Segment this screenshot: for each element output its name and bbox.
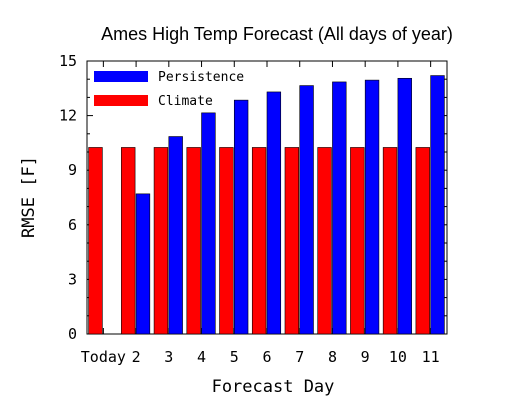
- bar-persistence: [233, 99, 249, 335]
- x-tick-label: 4: [197, 348, 206, 366]
- legend-label-climate: Climate: [158, 94, 213, 109]
- bar-persistence: [397, 77, 412, 335]
- y-tick-label: 9: [68, 161, 77, 179]
- x-tick-label: 2: [132, 348, 141, 366]
- legend: Persistence Climate: [94, 70, 244, 109]
- y-tick-label: 3: [68, 270, 77, 288]
- x-axis-label: Forecast Day: [212, 377, 335, 397]
- legend-swatch-persistence: [94, 71, 148, 82]
- x-tick-label: 8: [328, 348, 337, 366]
- bar-persistence: [201, 112, 216, 335]
- y-tick-label: 15: [59, 52, 77, 70]
- bar-persistence: [364, 79, 380, 335]
- bar-series: [88, 75, 445, 335]
- bar-persistence: [266, 91, 282, 335]
- bar-climate: [284, 147, 300, 335]
- bar-persistence: [430, 75, 445, 335]
- x-tick-label: 11: [422, 348, 440, 366]
- y-axis-label: RMSE [F]: [19, 156, 39, 238]
- chart-title: Ames High Temp Forecast (All days of yea…: [101, 24, 453, 44]
- y-tick-label: 0: [68, 325, 77, 343]
- bar-climate: [317, 147, 332, 335]
- bar-climate: [219, 147, 234, 335]
- x-tick-label: 3: [164, 348, 173, 366]
- x-tick-label: 7: [295, 348, 304, 366]
- x-tick-label: 10: [389, 348, 407, 366]
- bar-persistence: [135, 193, 151, 335]
- bar-persistence: [168, 136, 183, 335]
- y-tick-label: 6: [68, 216, 77, 234]
- x-tick-label: 6: [262, 348, 271, 366]
- legend-label-persistence: Persistence: [158, 70, 244, 85]
- y-tick-label: 12: [59, 107, 77, 125]
- x-tick-label: 5: [230, 348, 239, 366]
- x-tick-label: Today: [81, 348, 126, 366]
- legend-swatch-climate: [94, 95, 148, 106]
- bar-climate: [88, 147, 103, 335]
- bar-climate: [186, 147, 201, 335]
- x-axis: Today 2 3 4 5 6 7 8 9 10 11: [81, 61, 440, 366]
- bar-persistence: [332, 81, 347, 335]
- bar-climate: [350, 147, 365, 335]
- bar-climate: [251, 147, 267, 335]
- bar-climate: [415, 147, 430, 335]
- bar-climate: [153, 147, 169, 335]
- bar-persistence: [299, 85, 314, 335]
- bar-climate: [382, 147, 398, 335]
- x-tick-label: 9: [361, 348, 370, 366]
- bar-climate: [121, 147, 136, 335]
